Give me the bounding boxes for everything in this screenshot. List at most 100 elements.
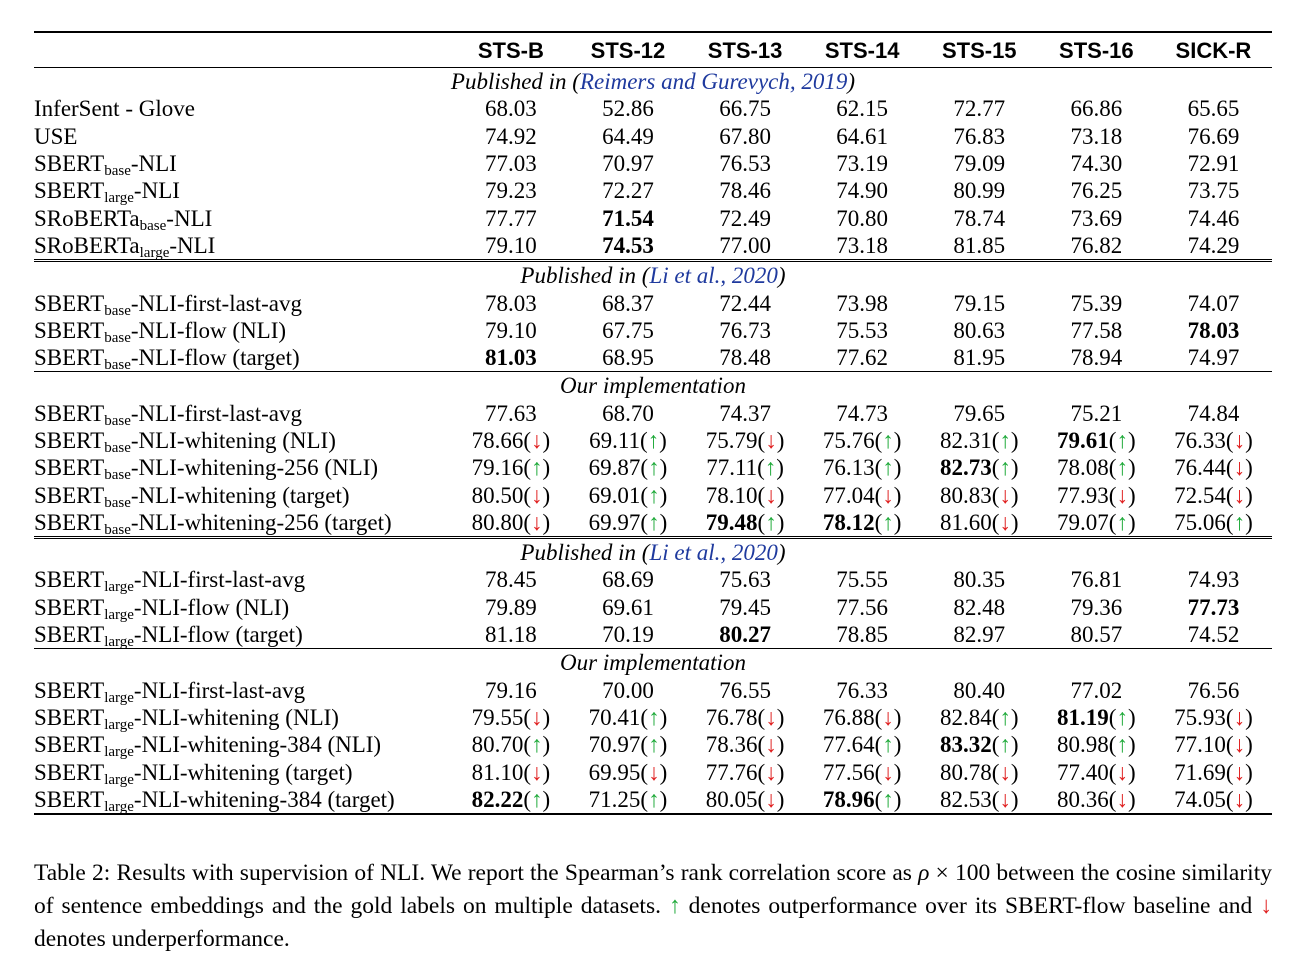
model-name-cell: SBERTlarge-NLI-whitening (target) bbox=[34, 758, 452, 788]
model-name-cell: SBERTbase-NLI-whitening-256 (target) bbox=[34, 509, 452, 538]
model-size-subscript: large bbox=[104, 744, 134, 761]
citation-link[interactable]: Li et al., 2020 bbox=[649, 540, 778, 566]
score-value: 78.48 bbox=[719, 345, 771, 371]
score-cell: 72.49 bbox=[687, 204, 804, 231]
score-value: 75.55 bbox=[836, 567, 889, 593]
score-value: 71.69 bbox=[1174, 759, 1226, 785]
table-body: Published in (Reimers and Gurevych, 2019… bbox=[34, 67, 1272, 816]
score-value: 73.19 bbox=[836, 151, 889, 177]
score-cell: 82.84(↑) bbox=[939, 704, 1019, 730]
score-value: 74.05 bbox=[1174, 786, 1226, 812]
model-name-base: SBERT bbox=[34, 677, 105, 703]
score-cell: 79.10 bbox=[452, 317, 569, 344]
score-cell: 71.25(↑) bbox=[569, 785, 687, 816]
model-name-suffix: -NLI bbox=[130, 151, 177, 177]
score-value: 69.95 bbox=[588, 759, 641, 785]
score-cell: 74.92 bbox=[452, 123, 569, 150]
arrow-down-icon: ↓ bbox=[999, 482, 1011, 508]
model-name-suffix: -NLI-flow (target) bbox=[133, 622, 303, 648]
score-cell: 77.62 bbox=[804, 344, 921, 372]
header-cell-sts-14: STS-14 bbox=[824, 37, 900, 63]
section-header-row: Published in (Reimers and Gurevych, 2019… bbox=[34, 67, 1272, 96]
score-value: 62.15 bbox=[836, 96, 889, 122]
model-name-base: SBERT bbox=[34, 509, 105, 535]
model-name-cell: SBERTbase-NLI bbox=[34, 150, 452, 179]
arrow-down-icon: ↓ bbox=[1116, 482, 1128, 508]
score-cell: 65.65 bbox=[1155, 95, 1272, 122]
model-name-cell: SBERTlarge-NLI bbox=[34, 177, 452, 206]
score-value: 73.18 bbox=[836, 232, 889, 258]
score-value: 74.29 bbox=[1187, 232, 1240, 258]
score-cell: 70.19 bbox=[569, 621, 686, 649]
model-name-suffix: -NLI-whitening-384 (target) bbox=[133, 786, 395, 812]
section-title-text: Our implementation bbox=[560, 373, 746, 399]
table-row: SBERTlarge-NLI-flow (target) 81.18 70.19 80… bbox=[34, 621, 1272, 650]
score-value: 76.73 bbox=[719, 317, 771, 343]
score-value: 82.31 bbox=[939, 428, 992, 453]
score-cell: 72.91 bbox=[1155, 150, 1272, 177]
score-value: 82.84 bbox=[939, 704, 992, 730]
score-value: 64.49 bbox=[602, 123, 654, 149]
arrow-up-icon: ↑ bbox=[1233, 509, 1246, 535]
score-value: 77.58 bbox=[1070, 317, 1123, 343]
citation-link[interactable]: Li et al., 2020 bbox=[649, 263, 778, 289]
score-cell: 70.00 bbox=[569, 677, 686, 704]
score-cell: 68.69 bbox=[569, 566, 686, 593]
model-name-base: SBERT bbox=[34, 759, 105, 785]
citation-link[interactable]: Reimers and Gurevych, 2019 bbox=[579, 69, 848, 95]
score-value: 76.83 bbox=[953, 123, 1006, 149]
score-value: 75.39 bbox=[1070, 290, 1123, 316]
model-name-cell: SBERTlarge-NLI-whitening-384 (target) bbox=[34, 785, 453, 816]
score-cell: 80.05(↓) bbox=[686, 785, 804, 816]
model-size-subscript: base bbox=[104, 302, 131, 319]
score-value: 76.82 bbox=[1070, 232, 1123, 258]
model-size-subscript: base bbox=[104, 494, 131, 511]
score-value: 77.40 bbox=[1057, 759, 1109, 785]
model-name-base: SBERT bbox=[34, 594, 105, 620]
header-cell-sts-12: STS-12 bbox=[590, 37, 666, 63]
score-cell: 77.11(↑) bbox=[706, 455, 784, 481]
score-cell: 79.65 bbox=[921, 400, 1038, 427]
model-name-suffix: -NLI-first-last-avg bbox=[130, 400, 303, 426]
score-value: 74.30 bbox=[1070, 151, 1123, 177]
score-value: 74.52 bbox=[1187, 622, 1240, 648]
score-cell: 72.27 bbox=[569, 177, 686, 204]
score-value: 69.61 bbox=[602, 594, 654, 620]
score-value: 79.10 bbox=[485, 317, 537, 343]
score-cell: 79.36 bbox=[1038, 594, 1155, 621]
score-cell: 78.96(↑) bbox=[803, 785, 921, 816]
score-cell: 68.70 bbox=[569, 400, 686, 427]
score-cell: 78.08(↑) bbox=[1057, 455, 1136, 481]
arrow-down-icon: ↓ bbox=[765, 482, 777, 508]
score-value: 79.45 bbox=[719, 594, 771, 620]
model-size-subscript: base bbox=[104, 440, 131, 456]
table-row: SRoBERTalarge-NLI 79.10 74.53 77.00 73.18 81.… bbox=[34, 232, 1272, 261]
model-name-suffix: -NLI-whitening (NLI) bbox=[133, 704, 339, 730]
score-cell: 67.75 bbox=[569, 317, 686, 344]
score-cell: 81.10(↓) bbox=[471, 759, 551, 785]
arrow-down-icon: ↓ bbox=[765, 759, 777, 785]
score-cell: 80.50(↓) bbox=[471, 482, 551, 508]
arrow-up-icon: ↑ bbox=[1116, 732, 1128, 758]
section-title: Published in (Reimers and Gurevych, 2019… bbox=[34, 67, 1272, 96]
model-size-subscript: large bbox=[104, 771, 134, 788]
score-value: 75.06 bbox=[1174, 509, 1226, 535]
score-value: 80.78 bbox=[939, 759, 992, 785]
score-value: 71.25 bbox=[588, 786, 641, 812]
score-cell: 81.85 bbox=[921, 232, 1038, 261]
caption-text-4: denotes underperformance. bbox=[34, 926, 290, 952]
score-cell: 82.97 bbox=[921, 621, 1038, 649]
model-name-suffix: -NLI-flow (target) bbox=[130, 345, 300, 371]
table-row: SBERTbase-NLI-whitening (NLI) 78.66(↓) 69.… bbox=[34, 427, 1272, 456]
score-cell: 69.97(↑) bbox=[588, 509, 668, 535]
model-name-cell: SBERTbase-NLI-flow (target) bbox=[34, 344, 452, 373]
model-name-cell: SBERTbase-NLI-whitening-256 (NLI) bbox=[34, 454, 452, 483]
model-size-subscript: base bbox=[139, 217, 167, 234]
score-cell: 69.95(↓) bbox=[588, 759, 668, 785]
arrow-up-icon: ↑ bbox=[999, 732, 1011, 758]
arrow-down-icon: ↓ bbox=[999, 759, 1011, 785]
score-value: 78.03 bbox=[485, 290, 537, 316]
arrow-up-icon: ↑ bbox=[765, 509, 777, 535]
model-name-base: SBERT bbox=[34, 704, 105, 730]
score-cell: 77.02 bbox=[1038, 677, 1155, 704]
